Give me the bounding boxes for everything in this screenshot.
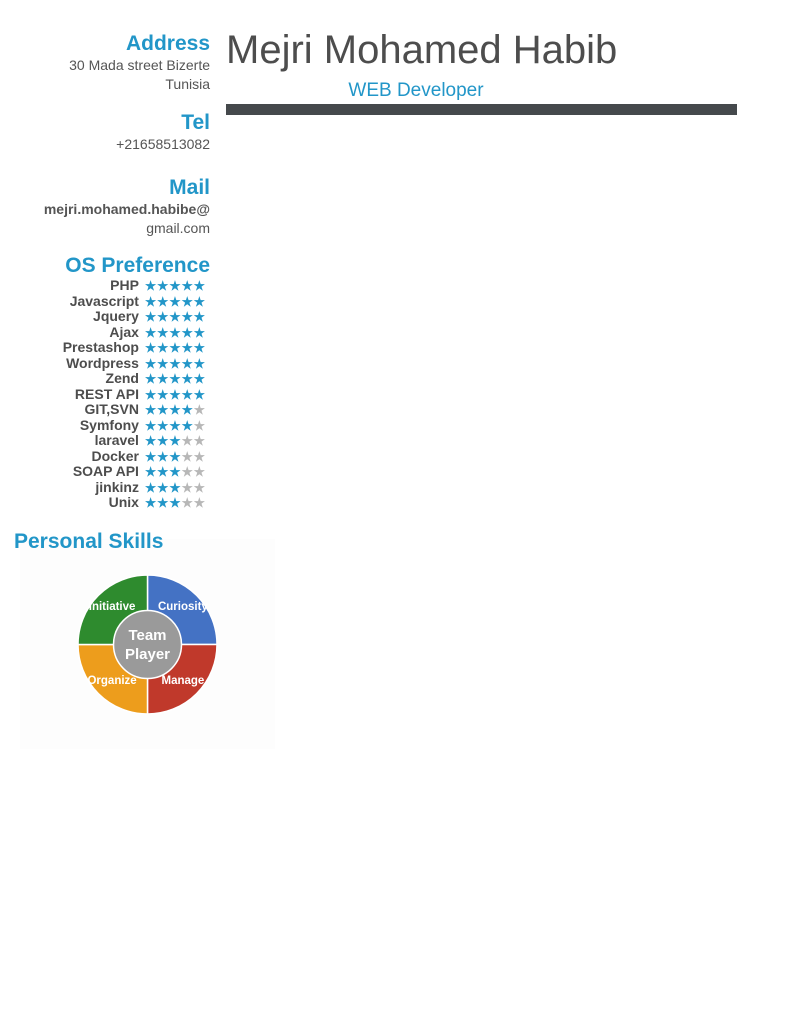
svg-text:Organize: Organize <box>87 675 136 687</box>
svg-text:Curiosity: Curiosity <box>158 601 208 613</box>
svg-text:Team: Team <box>128 627 166 644</box>
svg-text:Player: Player <box>125 646 170 663</box>
svg-text:Manage: Manage <box>161 675 204 687</box>
svg-text:Initiative: Initiative <box>89 601 136 613</box>
